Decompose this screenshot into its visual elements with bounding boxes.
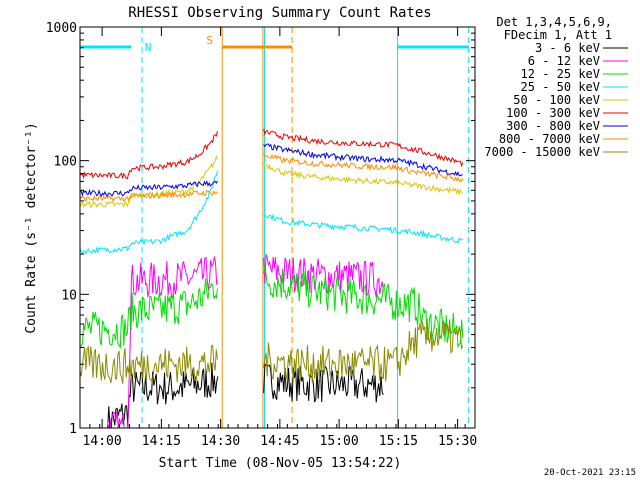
series-100-300-kev-line-0 [79, 130, 218, 180]
y-tick-label-1000: 1000 [46, 21, 77, 36]
legend-label-300-800-kev: 300 - 800 keV [506, 119, 600, 133]
axes: 14:00 14:15 14:30 14:45 15:00 15:15 15:30 1 10 10… [46, 21, 478, 449]
series-800-7000-kev-line-0 [79, 189, 218, 204]
y-axis-label: Count Rate (s⁻¹ detector⁻¹) [24, 122, 39, 333]
legend-label-100-300-kev: 100 - 300 keV [506, 106, 600, 120]
x-tick-label-14-45: 14:45 [260, 434, 299, 449]
x-axis-label: Start Time (08-Nov-05 13:54:22) [159, 456, 402, 471]
legend-label-7000-15000-kev: 7000 - 15000 keV [484, 145, 600, 159]
legend-label-6-12-kev: 6 - 12 keV [528, 54, 600, 68]
series-7000-15000-kev-line-1 [263, 318, 464, 383]
legend-header-line-2: FDecim 1, Att 1 [504, 28, 612, 42]
series-50-100-kev-line-1 [263, 162, 464, 197]
series-25-50-kev-line-0 [79, 170, 218, 256]
legend-label-12-25-kev: 12 - 25 keV [521, 67, 600, 81]
y-tick-label-1: 1 [69, 422, 77, 437]
annotations: NS [145, 34, 213, 54]
series-800-7000-kev-line-1 [263, 153, 464, 183]
series-300-800-kev-line-1 [263, 143, 463, 177]
series-lines [79, 128, 464, 429]
x-tick-label-15-15: 15:15 [379, 434, 418, 449]
legend-label-800-7000-kev: 800 - 7000 keV [499, 132, 600, 146]
legend-label-25-50-kev: 25 - 50 keV [521, 80, 600, 94]
x-tick-label-15-00: 15:00 [320, 434, 359, 449]
annotation-n: N [145, 41, 152, 54]
legend-label-50-100-kev: 50 - 100 keV [513, 93, 600, 107]
x-tick-label-14-00: 14:00 [83, 434, 122, 449]
y-tick-label-100: 100 [54, 155, 77, 170]
series-25-50-kev-line-1 [263, 214, 464, 244]
chart-title: RHESSI Observing Summary Count Rates [128, 5, 431, 21]
series-3-6-kev-line-0 [107, 362, 219, 429]
x-tick-label-14-30: 14:30 [201, 434, 240, 449]
x-tick-label-14-15: 14:15 [142, 434, 181, 449]
series-300-800-kev-line-0 [79, 179, 218, 198]
series-12-25-kev-line-0 [79, 278, 218, 350]
legend-label-3-6-kev: 3 - 6 keV [535, 41, 600, 55]
x-tick-label-15-30: 15:30 [438, 434, 477, 449]
footer-timestamp: 20-Oct-2021 23:15 [544, 468, 636, 478]
legend: Det 1,3,4,5,6,9, FDecim 1, Att 1 3 - 6 k… [484, 15, 628, 159]
series-7000-15000-kev-line-0 [79, 344, 218, 384]
series-100-300-kev-line-1 [263, 128, 464, 168]
legend-header-line-1: Det 1,3,4,5,6,9, [496, 15, 612, 29]
y-tick-label-10: 10 [61, 288, 77, 303]
annotation-s: S [206, 34, 213, 47]
series-12-25-kev-line-1 [263, 265, 464, 349]
